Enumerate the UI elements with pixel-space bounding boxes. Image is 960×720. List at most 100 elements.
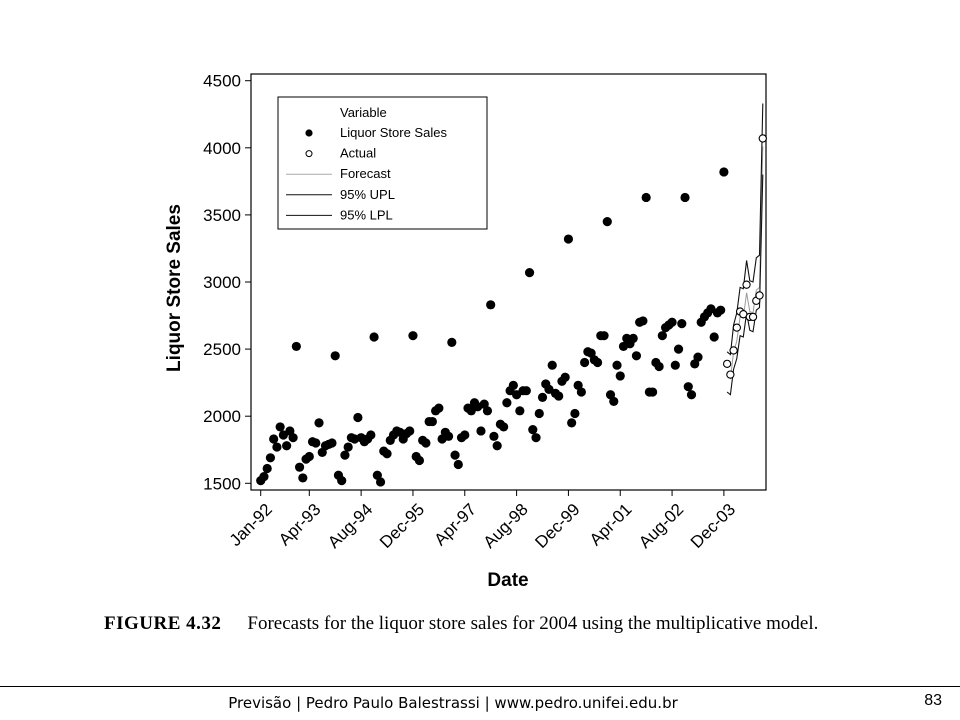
legend-entry-label: Actual (340, 146, 376, 161)
liquor-store-sales-point (443, 431, 454, 441)
liquor-store-sales-point (686, 390, 697, 400)
liquor-store-sales-point (641, 192, 651, 203)
x-tick-label: Dec-99 (531, 500, 583, 552)
x-tick-label: Dec-95 (376, 500, 428, 552)
x-tick-label: Apr-97 (430, 500, 480, 550)
liquor-store-sales-point (677, 319, 687, 329)
liquor-store-sales-point (670, 360, 680, 370)
liquor-store-sales-point (450, 450, 460, 460)
liquor-store-sales-point (460, 430, 470, 440)
liquor-store-sales-point (612, 360, 622, 370)
actual-point (729, 346, 738, 355)
liquor-store-sales-point (521, 386, 531, 396)
legend: Variable Liquor Store Sales Actual Forecast… (277, 96, 488, 230)
liquor-store-sales-point (502, 398, 512, 408)
liquor-store-sales-point (408, 331, 418, 341)
liquor-store-sales-point (489, 431, 499, 441)
liquor-store-sales-point (288, 433, 298, 443)
y-tick-label: 3000 (203, 273, 241, 292)
liquor-store-sales-point (314, 418, 324, 428)
liquor-store-sales-point (375, 477, 386, 487)
liquor-store-sales-point (592, 357, 603, 368)
liquor-store-sales-point (486, 300, 496, 310)
footer-divider (0, 686, 960, 687)
liquor-store-sales-point (421, 438, 431, 448)
liquor-store-sales-point (265, 453, 276, 463)
liquor-store-sales-point (576, 387, 586, 397)
y-tick-label: 2000 (203, 407, 241, 426)
liquor-store-sales-point (499, 422, 509, 432)
liquor-store-sales-point (259, 471, 269, 482)
forecast-line (726, 146, 764, 380)
liquor-store-sales-point (453, 459, 463, 470)
liquor-store-sales-point (337, 476, 347, 486)
liquor-store-sales-point (615, 371, 625, 381)
figure-caption: FIGURE 4.32 Forecasts for the liquor stor… (104, 613, 818, 635)
liquor-store-sales-point (298, 473, 308, 483)
legend-entry-label: Liquor Store Sales (340, 125, 447, 140)
liquor-store-sales-point (369, 332, 379, 342)
actual-point (722, 359, 732, 369)
actual-point (732, 323, 741, 332)
y-tick-label: 1500 (203, 474, 241, 493)
liquor-store-sales-point (599, 331, 609, 341)
figure-caption-text: Forecasts for the liquor store sales for… (247, 613, 819, 634)
liquor-store-sales-point (291, 341, 301, 352)
figure-label: FIGURE 4.32 (104, 613, 222, 634)
liquor-store-sales-point (382, 449, 392, 459)
liquor-store-sales-point (294, 462, 305, 472)
liquor-store-sales-point (515, 406, 525, 416)
liquor-store-sales-point (304, 451, 314, 462)
liquor-store-sales-point (330, 351, 340, 361)
actual-point (748, 312, 758, 322)
liquor-store-sales-point (262, 463, 272, 474)
liquor-store-sales-point (631, 351, 642, 361)
liquor-store-sales-point (560, 372, 570, 382)
x-tick-label: Aug-98 (480, 500, 532, 552)
liquor-store-sales-point (554, 391, 564, 401)
legend-swatch-filled-circle (305, 129, 313, 137)
x-tick-label: Aug-02 (635, 500, 687, 552)
data-marks-layer (256, 103, 767, 487)
liquor-store-sales-point (340, 450, 350, 460)
liquor-store-sales-point (628, 333, 638, 343)
actual-point (742, 280, 751, 289)
liquor-store-sales-point (524, 268, 535, 278)
liquor-store-sales-point (683, 382, 693, 392)
legend-entry-label: 95% LPL (340, 207, 393, 222)
liquor-store-sales-point (654, 361, 664, 372)
liquor-store-sales-point (648, 387, 658, 397)
legend-swatch-open-circle (305, 150, 313, 158)
liquor-store-sales-point (534, 408, 544, 419)
liquor-store-sales-point (275, 422, 285, 432)
liquor-store-sales-point (434, 403, 444, 413)
liquor-store-sales-point (327, 438, 337, 448)
liquor-store-sales-point (563, 234, 574, 244)
liquor-store-sales-point (547, 360, 557, 370)
liquor-store-sales-point (693, 352, 703, 362)
liquor-store-sales-point (311, 438, 321, 448)
liquor-store-sales-point (673, 344, 684, 354)
liquor-store-sales-point (282, 441, 292, 451)
actual-point (755, 291, 764, 300)
liquor-store-sales-point (353, 412, 363, 423)
chart: 1500 2000 2500 3000 3500 4000 4500 Jan-92 Apr-93… (164, 72, 767, 591)
liquor-store-sales-point (580, 357, 590, 368)
x-tick-label: Dec-03 (687, 500, 739, 552)
legend-box (277, 96, 488, 230)
liquor-store-sales-point (272, 442, 282, 452)
liquor-store-sales-point (528, 425, 538, 435)
y-axis-title: Liquor Store Sales (164, 204, 185, 372)
legend-entry-label: Forecast (340, 166, 391, 181)
legend-title: Variable (340, 105, 387, 120)
x-tick-label: Apr-01 (586, 500, 636, 550)
liquor-store-sales-point (531, 433, 541, 443)
x-tick-label: Apr-93 (275, 500, 325, 550)
actual-point (758, 134, 767, 143)
x-axis-title: Date (487, 570, 528, 591)
y-tick-label: 4500 (203, 72, 241, 91)
liquor-store-sales-point (414, 455, 425, 466)
liquor-store-sales-point (667, 317, 677, 327)
liquor-store-sales-point (476, 426, 486, 436)
footer-text: Previsão | Pedro Paulo Balestrassi | www… (228, 694, 678, 712)
